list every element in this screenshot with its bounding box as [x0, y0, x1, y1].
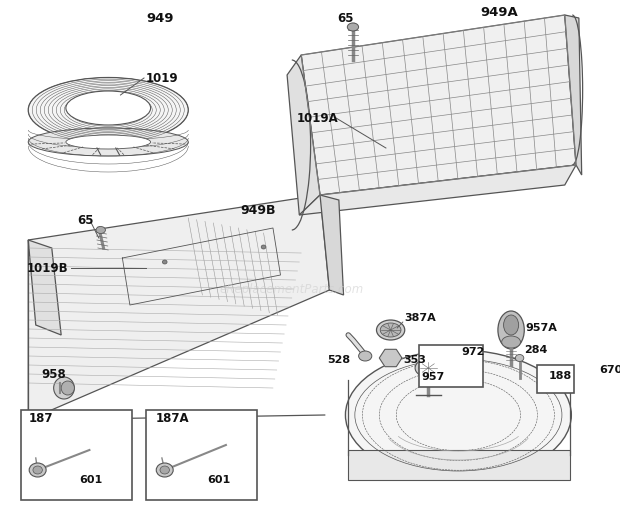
Ellipse shape — [29, 128, 188, 156]
Ellipse shape — [160, 466, 169, 474]
Text: 387A: 387A — [405, 313, 436, 323]
Text: 187: 187 — [29, 411, 53, 425]
Text: 284: 284 — [525, 345, 547, 355]
Ellipse shape — [345, 350, 572, 480]
Text: 601: 601 — [207, 475, 230, 485]
Ellipse shape — [376, 320, 405, 340]
Ellipse shape — [33, 466, 42, 474]
Polygon shape — [379, 358, 391, 366]
Text: 65: 65 — [77, 213, 94, 227]
Bar — [20, 410, 132, 500]
Text: 958: 958 — [42, 367, 66, 381]
Text: 353: 353 — [403, 355, 426, 365]
Text: 187A: 187A — [155, 411, 189, 425]
Polygon shape — [301, 15, 576, 195]
Ellipse shape — [96, 227, 105, 234]
Ellipse shape — [66, 91, 151, 125]
Polygon shape — [29, 240, 61, 335]
Polygon shape — [348, 450, 570, 480]
Bar — [146, 410, 257, 500]
Ellipse shape — [515, 354, 524, 361]
Text: 957: 957 — [422, 372, 445, 382]
Polygon shape — [565, 15, 582, 175]
Text: 949B: 949B — [240, 204, 275, 216]
Ellipse shape — [54, 377, 74, 399]
Polygon shape — [385, 358, 396, 366]
Polygon shape — [320, 195, 343, 295]
Ellipse shape — [380, 323, 401, 337]
Polygon shape — [391, 358, 402, 366]
Polygon shape — [51, 200, 329, 335]
Ellipse shape — [66, 135, 151, 149]
Text: 1019: 1019 — [146, 71, 179, 84]
Text: 949A: 949A — [480, 6, 518, 18]
Ellipse shape — [261, 245, 266, 249]
Text: 972: 972 — [461, 347, 485, 357]
Ellipse shape — [156, 463, 173, 477]
Text: 1019A: 1019A — [296, 111, 339, 125]
Ellipse shape — [29, 77, 188, 143]
Ellipse shape — [502, 336, 521, 348]
Text: eReplacementParts.com: eReplacementParts.com — [219, 284, 364, 297]
Ellipse shape — [358, 351, 372, 361]
Text: 601: 601 — [79, 475, 102, 485]
Polygon shape — [385, 349, 396, 358]
Polygon shape — [299, 165, 576, 215]
Ellipse shape — [162, 260, 167, 264]
Text: 1019B: 1019B — [27, 262, 68, 274]
Text: 528: 528 — [327, 355, 351, 365]
Bar — [419, 345, 483, 387]
Ellipse shape — [29, 463, 46, 477]
Polygon shape — [287, 55, 320, 215]
Text: 65: 65 — [337, 12, 353, 24]
Text: 188: 188 — [549, 371, 572, 381]
Text: 957A: 957A — [525, 323, 557, 333]
Ellipse shape — [419, 362, 438, 374]
Text: 670: 670 — [600, 365, 620, 375]
Text: 949: 949 — [146, 12, 174, 24]
Ellipse shape — [61, 381, 74, 395]
Polygon shape — [379, 349, 391, 358]
Bar — [536, 365, 574, 393]
Polygon shape — [29, 195, 329, 420]
Ellipse shape — [498, 311, 525, 349]
Ellipse shape — [503, 315, 518, 335]
Polygon shape — [391, 349, 402, 358]
Ellipse shape — [347, 23, 358, 31]
Ellipse shape — [415, 359, 441, 377]
